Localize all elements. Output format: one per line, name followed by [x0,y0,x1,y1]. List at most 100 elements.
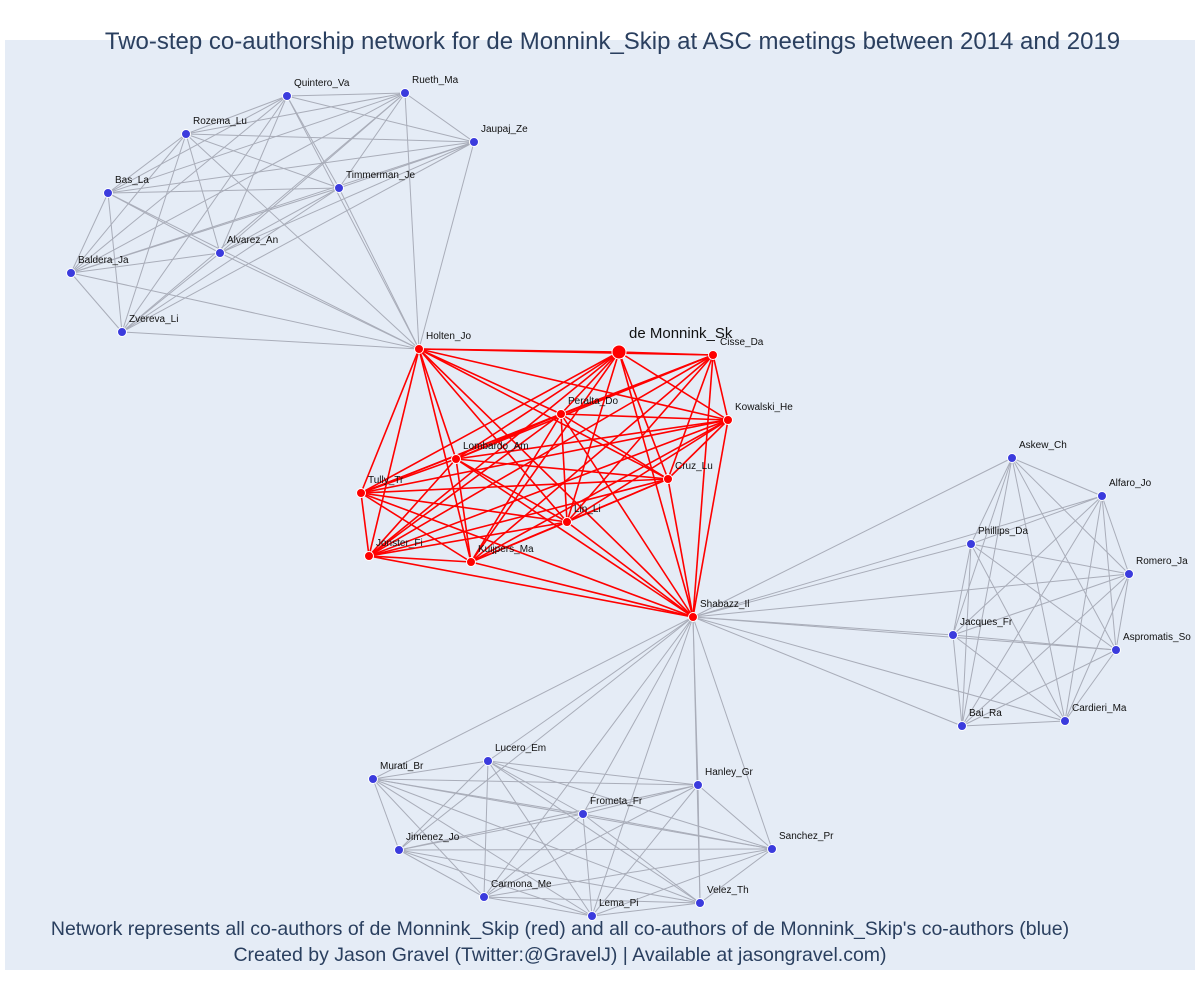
node-label-zvereva: Zvereva_Li [129,314,178,325]
second-step-edge [107,192,221,254]
node-timmerman[interactable] [334,183,344,193]
node-bai[interactable] [957,721,967,731]
second-step-edge [70,192,109,274]
node-label-holten: Holten_Jo [426,331,471,342]
coauthor-edge [368,348,420,557]
second-step-edge [483,784,699,898]
node-label-cruz: Cruz_Lu [675,461,713,472]
coauthor-edge [418,348,669,480]
node-quintero[interactable] [282,91,292,101]
node-aspromatis[interactable] [1111,645,1121,655]
node-jimenez[interactable] [394,845,404,855]
second-step-edge [487,760,593,917]
node-rozema[interactable] [181,129,191,139]
second-step-edge [582,784,699,815]
coauthor-edge [712,354,729,421]
node-cardieri[interactable] [1060,716,1070,726]
coauthor-edge [667,354,714,480]
second-step-edge [1101,495,1130,575]
node-cruz[interactable] [663,474,673,484]
node-murati[interactable] [368,774,378,784]
node-peralta[interactable] [556,409,566,419]
node-shabazz[interactable] [688,612,698,622]
node-lucero[interactable] [483,756,493,766]
node-tully[interactable] [356,488,366,498]
coauthor-edge [418,348,729,421]
node-rueth[interactable] [400,88,410,98]
node-alfaro[interactable] [1097,491,1107,501]
second-step-edge [1011,457,1117,651]
footnote-description: Network represents all co-authors of de … [50,918,1070,940]
coauthor-edge [418,348,568,523]
node-lombardo[interactable] [451,454,461,464]
second-step-edge [404,92,475,143]
second-step-edge [398,849,593,917]
coauthor-edge [560,351,620,415]
node-holten[interactable] [414,344,424,354]
second-step-edge [121,141,475,333]
coauthor-edge [455,351,620,460]
node-baldera[interactable] [66,268,76,278]
node-bas[interactable] [103,188,113,198]
node-askew[interactable] [1007,453,1017,463]
node-alvarez[interactable] [215,248,225,258]
second-step-edge [107,133,187,194]
node-label-sanchez: Sanchez_Pr [779,831,834,842]
node-jaupaj[interactable] [469,137,479,147]
node-cisse[interactable] [708,350,718,360]
second-step-edge [961,720,1066,727]
node-carmona[interactable] [479,892,489,902]
coauthor-edge [455,458,472,563]
node-lin[interactable] [562,517,572,527]
coauthor-edge [566,351,620,523]
node-jonster[interactable] [364,551,374,561]
second-step-edge [582,813,701,904]
coauthor-edge [360,492,472,563]
node-label-tully: Tully_Tr [368,475,404,486]
second-step-edge [70,141,475,274]
node-ego[interactable] [611,344,627,360]
node-hanley[interactable] [693,780,703,790]
node-frometa[interactable] [578,809,588,819]
second-step-edge [185,92,406,135]
second-step-edge [692,616,963,727]
second-step-edge [952,495,1103,636]
coauthor-edge [368,478,669,557]
node-zvereva[interactable] [117,327,127,337]
second-step-edge [70,92,406,274]
node-kowalski[interactable] [723,415,733,425]
second-step-edge [286,92,406,97]
node-label-phillips: Phillips_Da [978,526,1028,537]
node-romero[interactable] [1124,569,1134,579]
coauthor-edge [566,521,694,618]
node-velez[interactable] [695,898,705,908]
node-label-romero: Romero_Ja [1136,556,1188,567]
node-label-jimenez: Jimenez_Jo [406,832,460,843]
second-step-edge [1011,457,1066,722]
second-step-edge [483,813,584,898]
second-step-edge [970,543,1066,722]
second-step-edge [487,760,773,850]
second-step-edge [404,92,420,350]
node-lema[interactable] [587,911,597,921]
second-step-edge [185,95,288,135]
second-step-edge [952,634,963,727]
node-label-alvarez: Alvarez_An [227,235,278,246]
coauthor-edge [470,521,568,563]
node-kuijpers[interactable] [466,557,476,567]
second-step-edge [70,252,221,274]
node-phillips[interactable] [966,539,976,549]
second-step-edge [372,778,773,850]
second-step-edge [372,616,694,780]
second-step-edge [961,543,972,727]
second-step-edge [591,784,699,917]
second-step-edge [398,813,584,851]
node-label-alfaro: Alfaro_Jo [1109,478,1152,489]
second-step-edge [107,95,288,194]
node-jacques[interactable] [948,630,958,640]
node-sanchez[interactable] [767,844,777,854]
node-label-lin: Lin_Li [574,504,601,515]
second-step-edge [398,784,699,851]
second-step-edge [121,95,288,333]
second-step-edge [961,457,1013,727]
